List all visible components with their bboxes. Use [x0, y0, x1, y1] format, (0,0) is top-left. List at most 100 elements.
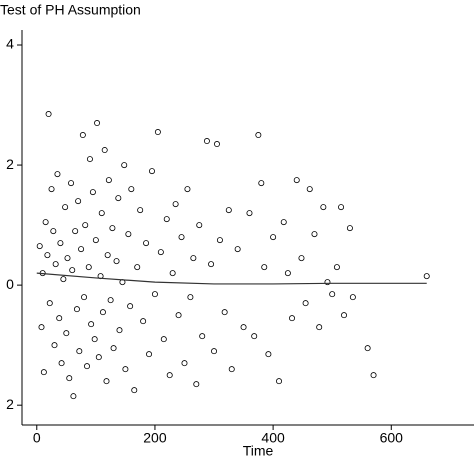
point [181, 360, 188, 367]
point [178, 234, 185, 241]
point [246, 210, 253, 217]
point [190, 255, 197, 262]
point [370, 372, 377, 379]
point [76, 348, 83, 355]
point [64, 255, 71, 262]
point [82, 222, 89, 229]
x-tick-label: 400 [261, 430, 285, 446]
point [38, 324, 45, 331]
point [240, 324, 247, 331]
point [228, 366, 235, 373]
point [329, 291, 336, 298]
chart-title: Test of PH Assumption [0, 2, 141, 18]
point [221, 309, 228, 316]
point [48, 186, 55, 193]
point [42, 219, 49, 226]
point [172, 201, 179, 208]
point [333, 264, 340, 271]
point [157, 249, 164, 256]
point [75, 198, 82, 205]
point [95, 354, 102, 361]
point [423, 273, 430, 280]
point [54, 171, 61, 178]
point [234, 246, 241, 253]
point [131, 387, 138, 394]
point [101, 147, 108, 154]
x-tick-label: 200 [143, 430, 167, 446]
point [213, 141, 220, 148]
point [255, 132, 262, 139]
point [109, 225, 116, 232]
y-tick-label: 4 [6, 36, 14, 52]
y-tick-label: 2 [6, 156, 14, 172]
point [320, 204, 327, 211]
point [293, 177, 300, 184]
point [193, 381, 200, 388]
point [284, 270, 291, 277]
point [199, 333, 206, 340]
point [364, 345, 371, 352]
point [203, 138, 210, 145]
point [163, 216, 170, 223]
point [134, 264, 141, 271]
point [46, 300, 53, 307]
point [338, 204, 345, 211]
point [50, 228, 57, 235]
point [125, 231, 132, 238]
point [261, 264, 268, 271]
y-tick-label: 0 [6, 276, 14, 292]
x-axis-label: Time [243, 443, 274, 459]
point [89, 189, 96, 196]
point [70, 393, 77, 400]
point [208, 261, 215, 268]
point [110, 345, 117, 352]
y-tick-label: 2 [6, 396, 14, 412]
point [58, 360, 65, 367]
point [81, 294, 88, 301]
point [103, 378, 110, 385]
point [298, 255, 305, 262]
point [146, 351, 153, 358]
point [107, 297, 114, 304]
point [265, 351, 272, 358]
point [36, 243, 43, 250]
point [154, 129, 161, 136]
point [289, 315, 296, 322]
point [52, 261, 59, 268]
point [251, 333, 258, 340]
point [63, 330, 70, 337]
point [270, 234, 277, 241]
point [311, 231, 318, 238]
point [276, 378, 283, 385]
point [316, 324, 323, 331]
point [346, 225, 353, 232]
point [121, 162, 128, 169]
point [85, 264, 92, 271]
point [44, 252, 51, 259]
point [128, 186, 135, 193]
point [40, 369, 47, 376]
point [341, 312, 348, 319]
smooth-line [36, 272, 427, 285]
x-tick-label: 600 [380, 430, 404, 446]
point [83, 363, 90, 370]
point [113, 258, 120, 265]
point [258, 180, 265, 187]
point [127, 303, 134, 310]
point [78, 246, 85, 253]
point [115, 195, 122, 202]
point [324, 279, 331, 286]
point [62, 204, 69, 211]
point [225, 207, 232, 214]
point [187, 294, 194, 301]
point [151, 291, 158, 298]
point [66, 375, 73, 382]
point [68, 180, 75, 187]
point [88, 321, 95, 328]
point [169, 270, 176, 277]
point [166, 372, 173, 379]
point [92, 237, 99, 244]
point [148, 168, 155, 175]
point [175, 312, 182, 319]
